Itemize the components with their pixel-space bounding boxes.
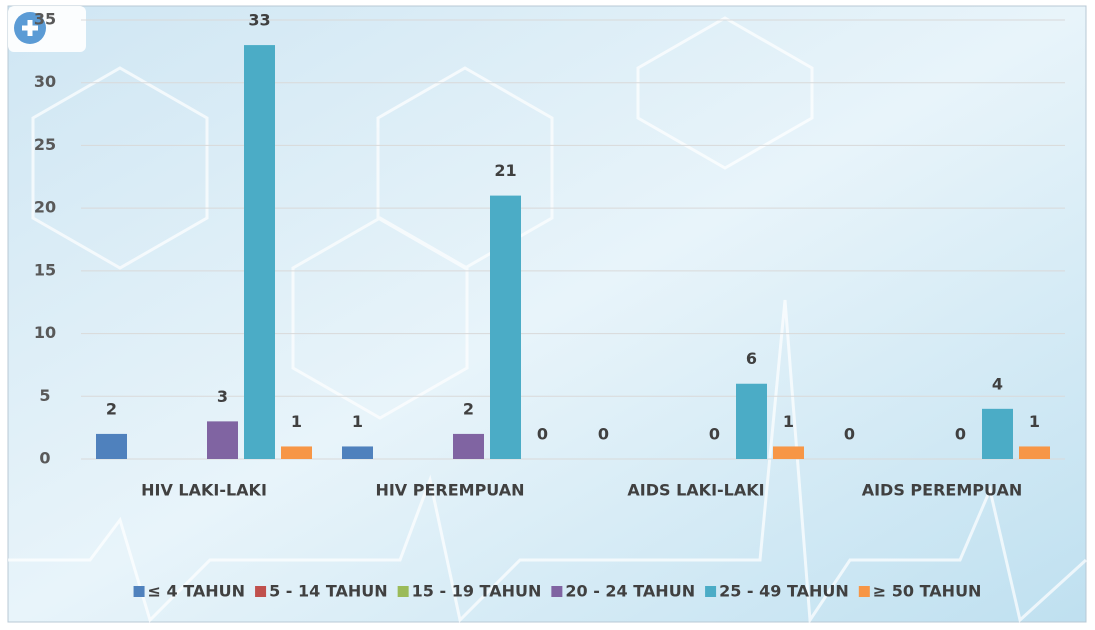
data-label: 1 [1029, 412, 1040, 431]
legend: ≤ 4 TAHUN 5 - 14 TAHUN 15 - 19 TAHUN 20 - 2… [133, 582, 982, 601]
legend-label: 20 - 24 TAHUN [565, 582, 695, 601]
legend-label: ≥ 50 TAHUN [873, 582, 982, 601]
data-label: 0 [955, 425, 966, 444]
data-label: 6 [746, 349, 757, 368]
legend-swatch [255, 586, 267, 597]
bar [453, 433, 484, 459]
data-label: 1 [783, 412, 794, 431]
data-label: 3 [217, 387, 228, 406]
legend-label: ≤ 4 TAHUN [148, 582, 246, 601]
y-tick-label: 25 [34, 135, 56, 154]
legend-label: 5 - 14 TAHUN [269, 582, 388, 601]
legend-swatch [397, 586, 409, 597]
x-tick-label: HIV LAKI-LAKI [141, 481, 267, 500]
bar [773, 446, 804, 459]
legend-swatch [133, 586, 145, 597]
legend-swatch [551, 586, 563, 597]
data-label: 2 [106, 399, 117, 418]
data-label: 1 [352, 412, 363, 431]
data-label: 4 [992, 374, 1003, 393]
x-tick-label: AIDS PEREMPUAN [862, 481, 1023, 500]
x-tick-label: HIV PEREMPUAN [375, 481, 524, 500]
legend-swatch [705, 586, 717, 597]
bar [342, 446, 373, 459]
data-label: 1 [291, 412, 302, 431]
bar [207, 421, 238, 459]
legend-swatch [858, 586, 870, 597]
data-label: 0 [709, 425, 720, 444]
data-label: 33 [248, 11, 270, 30]
legend-label: 15 - 19 TAHUN [412, 582, 542, 601]
y-tick-label: 0 [39, 449, 50, 468]
data-label: 21 [494, 161, 516, 180]
bar [490, 195, 521, 459]
plus-sign [22, 20, 38, 36]
legend-label: 25 - 49 TAHUN [719, 582, 849, 601]
data-label: 0 [598, 425, 609, 444]
y-tick-label: 15 [34, 260, 56, 279]
background [7, 5, 1087, 623]
y-tick-label: 30 [34, 72, 56, 91]
bar [96, 433, 127, 459]
y-tick-label: 35 [34, 10, 56, 29]
data-label: 2 [463, 399, 474, 418]
y-tick-label: 5 [39, 386, 50, 405]
bar [244, 45, 275, 459]
data-label: 0 [844, 425, 855, 444]
bar [982, 408, 1013, 459]
data-label: 0 [537, 425, 548, 444]
bar [736, 383, 767, 459]
bar [281, 446, 312, 459]
y-tick-label: 20 [34, 198, 56, 217]
bar [1019, 446, 1050, 459]
y-tick-label: 10 [34, 323, 56, 342]
x-tick-label: AIDS LAKI-LAKI [627, 481, 764, 500]
